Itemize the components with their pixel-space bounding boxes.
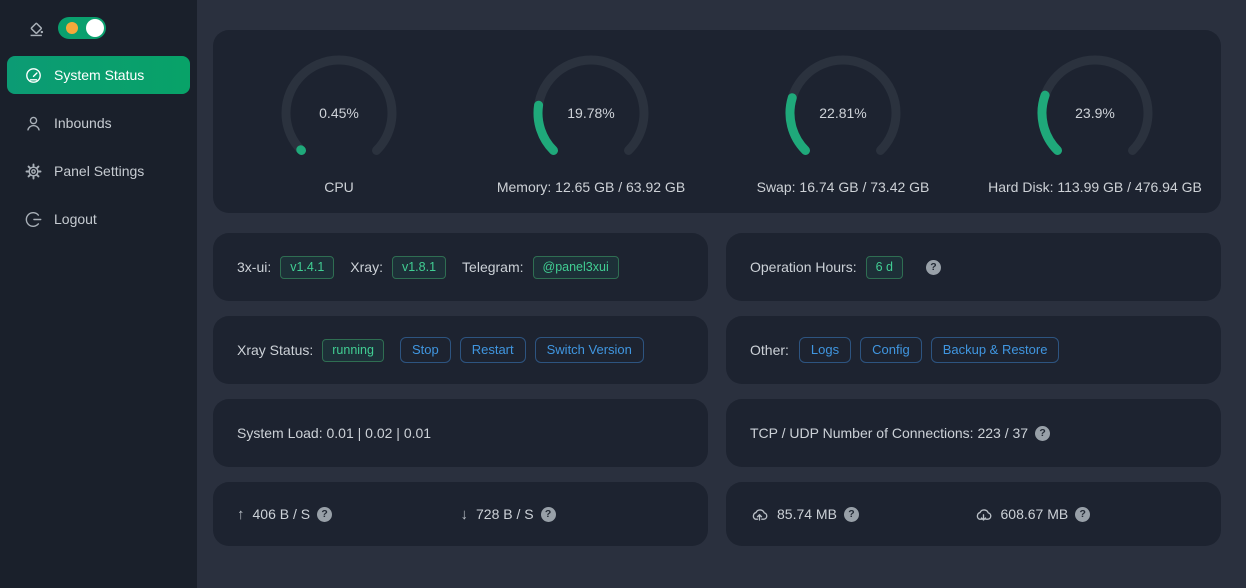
paint-theme-icon: [27, 19, 45, 37]
arrow-up-icon: ↑: [237, 505, 245, 523]
sidebar-item-panel-settings[interactable]: Panel Settings: [7, 152, 190, 190]
gauge-cpu: 0.45% CPU: [213, 52, 465, 213]
xui-version-tag: v1.4.1: [280, 255, 335, 279]
config-button[interactable]: Config: [860, 337, 922, 363]
xray-status-tag: running: [322, 338, 384, 362]
xui-version-label: 3x-ui:: [237, 259, 272, 275]
switch-version-button[interactable]: Switch Version: [534, 337, 644, 363]
question-circle-icon[interactable]: ?: [843, 506, 859, 522]
sidebar-item-label: System Status: [54, 67, 145, 83]
cloud-upload-icon: [750, 506, 769, 522]
cloud-download-icon: [974, 506, 993, 522]
other-actions-card: Other: Logs Config Backup & Restore: [726, 316, 1221, 384]
main-content: 0.45% CPU 19.78% Memory: 12.65 GB / 63.9…: [197, 0, 1246, 588]
upload-speed-value: 406 B / S: [252, 506, 311, 522]
restart-button[interactable]: Restart: [459, 337, 526, 363]
gauge-label: CPU: [324, 179, 354, 195]
versions-card: 3x-ui: v1.4.1 Xray: v1.8.1 Telegram: @pa…: [213, 233, 708, 301]
gauge-label: Swap: 16.74 GB / 73.42 GB: [756, 179, 930, 195]
system-load-text: System Load: 0.01 | 0.02 | 0.01: [237, 425, 432, 441]
sidebar-item-label: Logout: [54, 211, 97, 227]
system-gauges-card: 0.45% CPU 19.78% Memory: 12.65 GB / 63.9…: [213, 30, 1221, 213]
question-circle-icon[interactable]: ?: [540, 506, 556, 522]
download-speed: ↓ 728 B / S ?: [461, 506, 685, 523]
gauge-label: Memory: 12.65 GB / 63.92 GB: [496, 179, 686, 195]
network-speed-card: ↑ 406 B / S ? ↓ 728 B / S ?: [213, 482, 708, 546]
traffic-received: 608.67 MB ?: [974, 506, 1198, 522]
telegram-label: Telegram:: [462, 259, 524, 275]
dashboard-icon: [25, 67, 42, 84]
connections-text: TCP / UDP Number of Connections: 223 / 3…: [750, 425, 1029, 441]
stop-button[interactable]: Stop: [399, 337, 451, 363]
dark-theme-toggle[interactable]: [58, 17, 106, 39]
gauge-value: 22.81%: [819, 105, 867, 121]
logout-icon: [25, 211, 42, 228]
question-circle-icon[interactable]: ?: [926, 259, 941, 275]
cpu-gauge-dial: 0.45%: [278, 52, 400, 174]
operation-hours-value: 6 d: [865, 255, 903, 279]
upload-speed: ↑ 406 B / S ?: [237, 506, 461, 523]
sidebar-menu: System Status Inbounds: [0, 56, 197, 238]
hard-disk-gauge-dial: 23.9%: [1034, 52, 1156, 174]
xray-version-label: Xray:: [350, 259, 383, 275]
memory-gauge-dial: 19.78%: [530, 52, 652, 174]
sidebar-item-logout[interactable]: Logout: [7, 200, 190, 238]
xray-status-label: Xray Status:: [237, 342, 314, 358]
telegram-handle-tag[interactable]: @panel3xui: [532, 255, 619, 279]
gauge-value: 23.9%: [1075, 105, 1115, 121]
traffic-card: 85.74 MB ? 608.67 MB ?: [726, 482, 1221, 546]
gauge-label: Hard Disk: 113.99 GB / 476.94 GB: [988, 179, 1202, 195]
swap-gauge-dial: 22.81%: [782, 52, 904, 174]
operation-hours-card: Operation Hours: 6 d ?: [726, 233, 1221, 301]
sidebar-item-label: Panel Settings: [54, 163, 145, 179]
gauge-value: 19.78%: [567, 105, 615, 121]
traffic-sent: 85.74 MB ?: [750, 506, 974, 522]
sidebar-item-system-status[interactable]: System Status: [7, 56, 190, 94]
question-circle-icon[interactable]: ?: [1035, 425, 1051, 441]
other-label: Other:: [750, 342, 789, 358]
arrow-down-icon: ↓: [460, 505, 469, 523]
xray-status-card: Xray Status: running Stop Restart Switch…: [213, 316, 708, 384]
download-speed-value: 728 B / S: [476, 506, 534, 522]
backup-restore-button[interactable]: Backup & Restore: [930, 337, 1060, 363]
question-circle-icon[interactable]: ?: [317, 506, 333, 522]
system-load-card: System Load: 0.01 | 0.02 | 0.01: [213, 399, 708, 467]
sidebar-item-inbounds[interactable]: Inbounds: [7, 104, 190, 142]
gauge-value: 0.45%: [319, 105, 359, 121]
sun-icon: [66, 22, 78, 34]
user-icon: [25, 115, 42, 132]
sidebar: System Status Inbounds: [0, 0, 197, 588]
xray-version-tag: v1.8.1: [391, 255, 447, 279]
traffic-sent-value: 85.74 MB: [777, 506, 837, 522]
gauge-hard-disk: 23.9% Hard Disk: 113.99 GB / 476.94 GB: [969, 52, 1221, 213]
question-circle-icon[interactable]: ?: [1075, 506, 1091, 522]
gauge-memory: 19.78% Memory: 12.65 GB / 63.92 GB: [465, 52, 717, 213]
sidebar-header: [0, 0, 197, 39]
traffic-received-value: 608.67 MB: [1000, 506, 1069, 522]
connections-card: TCP / UDP Number of Connections: 223 / 3…: [726, 399, 1221, 467]
info-cards-grid: 3x-ui: v1.4.1 Xray: v1.8.1 Telegram: @pa…: [213, 233, 1221, 546]
gear-icon: [25, 163, 42, 180]
toggle-knob: [86, 19, 104, 37]
operation-hours-label: Operation Hours:: [750, 259, 857, 275]
sidebar-item-label: Inbounds: [54, 115, 112, 131]
logs-button[interactable]: Logs: [798, 337, 852, 363]
gauge-swap: 22.81% Swap: 16.74 GB / 73.42 GB: [717, 52, 969, 213]
